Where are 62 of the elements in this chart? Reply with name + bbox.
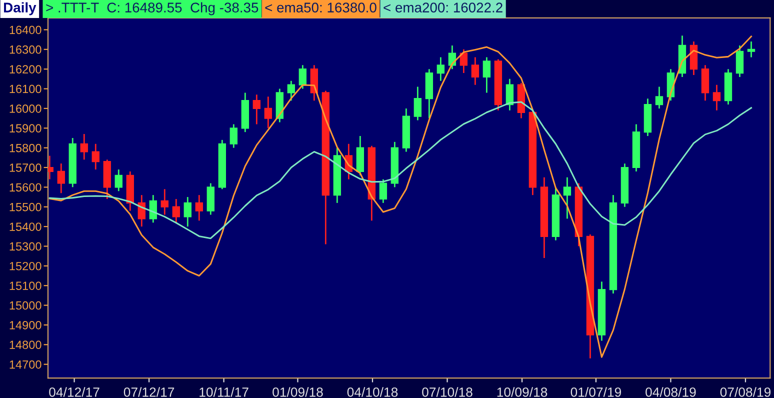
y-tick-label: 15800: [10, 144, 42, 152]
candlestick: [92, 143, 100, 170]
x-tick-label: 10/09/18: [497, 387, 548, 397]
candlestick: [563, 176, 572, 220]
y-tick-label: 15400: [10, 222, 42, 231]
y-tick-label: 15600: [10, 183, 42, 192]
candlestick: [57, 162, 65, 194]
candlestick: [172, 198, 180, 224]
candlestick: [252, 94, 261, 125]
y-tick-label: 15300: [10, 242, 42, 251]
y-tick-label: 15100: [10, 282, 42, 290]
candlestick: [460, 48, 468, 74]
x-tick-label: 04/08/19: [646, 387, 696, 397]
x-tick-label: 07/08/19: [720, 387, 771, 397]
candlestick: [414, 86, 422, 121]
candlestick: [356, 135, 364, 176]
text: > .TTT-T C: 16489.55 Chg -38.35: [46, 2, 258, 16]
candlestick: [712, 84, 721, 112]
y-tick-label: 15000: [10, 301, 42, 310]
y-tick-label: 15900: [10, 124, 42, 133]
chart-title: Daily: [4, 2, 36, 16]
text: < ema200: 16022.2: [384, 2, 502, 12]
y-tick-label: 16300: [10, 45, 42, 54]
candlestick: [736, 44, 744, 78]
candlestick: [655, 86, 664, 110]
x-tick-label: 10/11/17: [200, 387, 248, 397]
x-tick-label: 04/10/18: [347, 387, 398, 397]
y-tick-label: 16100: [10, 84, 42, 94]
candlestick: [379, 178, 388, 204]
candlestick: [482, 56, 491, 94]
x-tick-label: 07/10/18: [422, 387, 472, 397]
candlestick: [230, 124, 238, 149]
y-tick-label: 14800: [10, 340, 42, 350]
candlestick: [690, 40, 698, 76]
candlestick: [114, 168, 122, 192]
y-tick-label: 16000: [10, 104, 42, 113]
candlestick: [160, 188, 168, 216]
candlestick: [471, 56, 480, 86]
line-series: [48, 36, 752, 358]
x-tick-label: 01/07/19: [570, 387, 622, 397]
candlestick: [184, 196, 192, 228]
y-tick-label: 15500: [10, 202, 42, 212]
y-tick-label: 14700: [10, 360, 42, 369]
candlestick: [287, 80, 296, 102]
y-tick-label: 14900: [10, 320, 42, 330]
candlestick: [298, 64, 307, 90]
candlestick: [506, 78, 514, 112]
candlestick: [206, 182, 214, 216]
candlestick: [264, 96, 272, 129]
candlestick: [747, 40, 756, 58]
text: < ema50: 16380.0: [265, 2, 376, 12]
x-tick-label: 01/09/18: [272, 387, 323, 397]
y-tick-label: 16200: [10, 65, 42, 74]
x-tick-label: 07/12/17: [124, 387, 174, 397]
x-tick-label: 04/12/17: [49, 387, 100, 397]
candlestick: [436, 56, 445, 82]
candlestick: [80, 133, 88, 160]
y-tick-label: 16400: [10, 26, 42, 34]
candlestick: [195, 194, 203, 222]
candlestick: [701, 64, 710, 102]
y-tick-label: 15700: [10, 164, 42, 172]
y-tick-label: 15200: [10, 262, 42, 270]
